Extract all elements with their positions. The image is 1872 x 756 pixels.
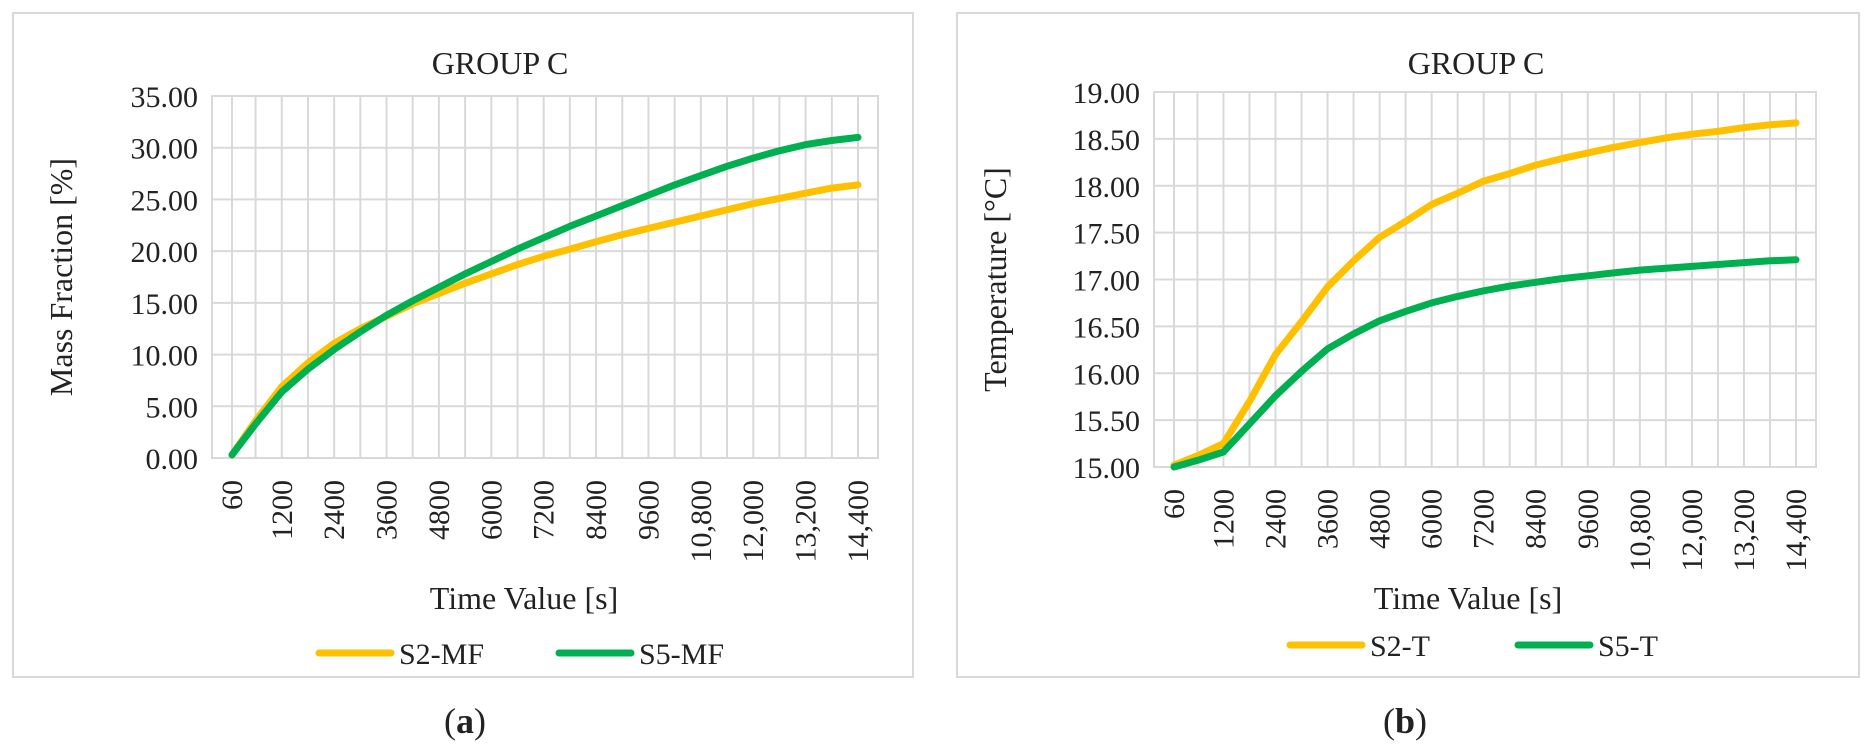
- y-tick-label: 16.50: [1073, 311, 1141, 344]
- x-tick-label: 12,000: [1676, 489, 1709, 572]
- y-tick-label: 19.00: [1073, 77, 1141, 110]
- x-tick-label: 4800: [423, 480, 456, 540]
- chart-title: GROUP C: [432, 45, 569, 81]
- legend-label: S5-MF: [639, 638, 724, 671]
- y-tick-label: 18.00: [1073, 171, 1141, 204]
- temperature-chart: 15.00 15.50 16.00 16.50 17.00 17.50 18.00 18.50…: [977, 45, 1817, 663]
- x-tick-label: 7200: [1468, 489, 1501, 549]
- x-axis-label: Time Value [s]: [1374, 580, 1562, 616]
- chart-frame: [12, 12, 914, 678]
- series-line-s2-t: [1170, 119, 1800, 469]
- x-tick-label: 8400: [580, 480, 613, 540]
- x-tick-label: 2400: [318, 480, 351, 540]
- caption-a-letter: a: [456, 701, 474, 741]
- legend-label: S2-MF: [399, 638, 484, 671]
- x-tick-label: 6000: [1416, 489, 1449, 549]
- caption-a: (a): [444, 701, 486, 741]
- caption-b: (b): [1382, 701, 1428, 741]
- x-tick-label: 60: [1158, 489, 1191, 519]
- y-axis-label: Mass Fraction [%]: [43, 158, 79, 396]
- chart-panel-a: 0.00 5.00 10.00 15.00 20.00 25.00 30.00 35.00 60…: [12, 12, 914, 680]
- x-tick-label: 14,400: [1780, 489, 1813, 572]
- x-tick-label: 3600: [1312, 489, 1345, 549]
- y-axis-label: Temperature [°C]: [977, 167, 1013, 392]
- series-line-s2-mf: [228, 181, 862, 459]
- x-tick-label: 60: [216, 480, 249, 510]
- series-line-s5-t: [1170, 256, 1800, 471]
- y-tick-label: 10.00: [131, 340, 199, 373]
- y-tick-label: 0.00: [146, 443, 199, 476]
- y-tick-label: 17.50: [1073, 218, 1141, 251]
- x-tick-label: 1200: [1207, 489, 1240, 549]
- x-tick-label: 13,200: [790, 480, 823, 563]
- caption-b-letter: b: [1394, 701, 1416, 741]
- x-tick-label: 12,000: [737, 480, 770, 563]
- y-tick-label: 16.00: [1073, 358, 1141, 391]
- x-tick-label: 10,800: [685, 480, 718, 563]
- legend-label: S5-T: [1598, 630, 1658, 663]
- x-tick-label: 2400: [1259, 489, 1292, 549]
- x-tick-label: 3600: [371, 480, 404, 540]
- x-axis-label: Time Value [s]: [430, 580, 618, 616]
- x-tick-label: 1200: [266, 480, 299, 540]
- y-tick-label: 25.00: [131, 184, 199, 217]
- y-tick-label: 35.00: [131, 81, 199, 114]
- x-tick-label: 9600: [1572, 489, 1605, 549]
- y-tick-label: 15.00: [131, 288, 199, 321]
- y-tick-label: 5.00: [146, 391, 199, 424]
- mass-fraction-chart: 0.00 5.00 10.00 15.00 20.00 25.00 30.00 35.00 60…: [43, 45, 879, 671]
- x-tick-label: 9600: [632, 480, 665, 540]
- x-tick-label: 8400: [1520, 489, 1553, 549]
- chart-title: GROUP C: [1408, 45, 1545, 81]
- legend-label: S2-T: [1370, 630, 1430, 663]
- y-tick-label: 17.00: [1073, 265, 1141, 298]
- x-tick-label: 4800: [1364, 489, 1397, 549]
- y-tick-label: 15.50: [1073, 405, 1141, 438]
- x-tick-label: 14,400: [842, 480, 875, 563]
- y-tick-label: 20.00: [131, 236, 199, 269]
- x-tick-label: 10,800: [1624, 489, 1657, 572]
- chart-frame: [956, 12, 1860, 678]
- chart-panel-b: 15.00 15.50 16.00 16.50 17.00 17.50 18.00 18.50…: [956, 12, 1860, 680]
- y-tick-label: 15.00: [1073, 452, 1141, 485]
- series-line-s5-mf: [228, 133, 862, 459]
- x-tick-label: 6000: [475, 480, 508, 540]
- x-tick-label: 7200: [528, 480, 561, 540]
- x-tick-label: 13,200: [1728, 489, 1761, 572]
- y-tick-label: 30.00: [131, 133, 199, 166]
- y-tick-label: 18.50: [1073, 124, 1141, 157]
